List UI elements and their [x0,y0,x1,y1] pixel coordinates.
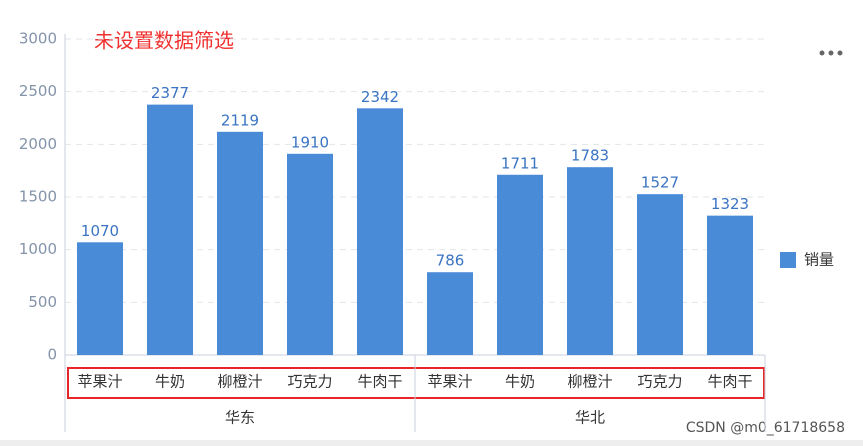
value-label: 1070 [81,222,119,240]
x-tick-label: 牛肉干 [357,373,402,391]
y-tick-label: 1500 [19,188,57,206]
bar [357,108,403,356]
bar [427,272,473,355]
x-tick-label: 柳橙汁 [217,373,262,391]
bar [77,242,123,355]
y-tick-label: 2000 [19,135,57,153]
legend-swatch [780,252,796,268]
x-tick-label: 牛肉干 [707,373,752,391]
value-label: 1323 [711,195,749,213]
dot [837,50,843,56]
value-label: 786 [436,252,465,270]
dot [828,50,834,56]
bar [637,194,683,355]
menu-icon[interactable] [819,50,843,56]
value-label: 1783 [571,147,609,165]
value-label: 1527 [641,174,679,192]
value-label: 2119 [221,111,259,129]
x-tick-label: 苹果汁 [77,373,122,391]
dot [819,50,825,56]
y-tick-label: 0 [47,346,57,364]
x-tick-label: 巧克力 [287,373,332,391]
bottom-border [0,440,863,446]
bar [287,153,333,355]
y-tick-label: 1000 [19,240,57,258]
x-tick-label: 苹果汁 [427,373,472,391]
x-tick-label: 牛奶 [505,373,535,391]
value-label: 1910 [291,133,329,151]
y-tick-label: 2500 [19,82,57,100]
y-tick-label: 500 [28,293,57,311]
legend-label: 销量 [804,251,834,269]
x-tick-label: 巧克力 [637,373,682,391]
chart-title: 未设置数据筛选 [94,29,234,53]
value-label: 2342 [361,88,399,106]
group-label: 华北 [575,409,605,427]
bar [567,167,613,355]
x-tick-label: 牛奶 [155,373,185,391]
bar [217,131,263,355]
bar [707,215,753,355]
group-label: 华东 [225,409,255,427]
value-label: 2377 [151,84,189,102]
highlight-box [67,367,765,399]
x-tick-label: 柳橙汁 [567,373,612,391]
bar [147,104,193,355]
y-tick-label: 3000 [19,30,57,48]
value-label: 1711 [501,154,539,172]
bar [497,174,543,355]
